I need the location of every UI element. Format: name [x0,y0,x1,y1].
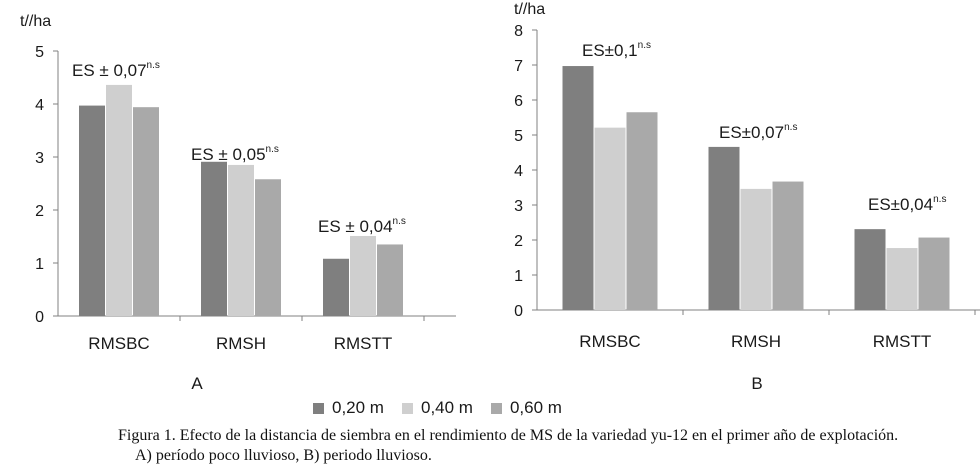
chart-b-bar-rmsh-3 [772,181,804,310]
chart-a-y-tick-label: 2 [35,203,44,220]
chart-a-panel-label: A [191,374,203,393]
chart-b-annotation: ES±0,04n.s [868,194,946,214]
legend-label-020: 0,20 m [332,398,384,417]
legend-swatch-040 [401,402,413,414]
chart-a-annotation: ES ± 0,07n.s [72,60,160,80]
chart-a-y-tick-label: 5 [35,44,44,61]
chart-a-bar-rmsbc-2 [106,84,132,316]
legend-item-060: 0,60 m [490,398,562,418]
legend-item-020: 0,20 m [313,398,384,418]
chart-a-bar-rmsh-3 [255,179,281,316]
chart-b-bar-rmsh-2 [740,188,772,310]
chart-b-category-label: RMSTT [873,332,932,351]
chart-b-unit-label: t//ha [514,1,545,18]
figure-charts: t//ha 0 1 2 3 4 5 RMSBC RMSH RMSTT ES ± 0,07n.s ES … [20,1,980,393]
chart-a-bar-rmstt-2 [350,235,376,316]
chart-a-bar-rmstt-1 [323,258,349,316]
chart-a-category-label: RMSTT [334,334,393,353]
chart-b-bar-rmstt-1 [854,229,886,310]
chart-a-bar-rmsbc-1 [79,105,105,316]
chart-b-annotation: ES±0,07n.s [719,122,797,142]
chart-b-bar-rmsbc-1 [562,66,594,310]
chart-a-bar-rmsh-1 [201,161,227,316]
chart-a-y-tick-label: 4 [35,97,44,114]
caption-line-2: A) período poco lluvioso, B) periodo llu… [135,447,432,464]
chart-b-annotation: ES±0,1n.s [582,40,651,60]
chart-b-panel-label: B [751,374,762,393]
chart-b-y-tick-label: 8 [514,23,523,40]
chart-a-category-label: RMSH [216,334,266,353]
chart-a-y-tick-label: 3 [35,150,44,167]
chart-a-y-tick-label: 0 [35,309,44,326]
chart-a-annotation: ES ± 0,04n.s [318,216,406,236]
legend-swatch-060 [490,402,502,414]
chart-a-unit-label: t//ha [20,13,51,30]
chart-b-y-tick-label: 7 [514,58,523,75]
chart-a-bar-rmstt-3 [377,244,403,316]
chart-a-category-label: RMSBC [88,334,149,353]
legend: 0,20 m 0,40 m 0,60 m [0,398,980,422]
chart-b-bar-rmsh-1 [708,146,740,310]
chart-b-y-tick-label: 4 [514,163,523,180]
chart-b-y-tick-label: 3 [514,198,523,215]
caption-line-1: Figura 1. Efecto de la distancia de siem… [118,427,899,444]
chart-b-category-label: RMSH [731,332,781,351]
legend-item-040: 0,40 m [401,398,473,418]
chart-b-y-tick-label: 1 [514,268,523,285]
chart-a-y-tick-label: 1 [35,256,44,273]
legend-label-060: 0,60 m [509,398,562,417]
chart-b-y-tick-label: 2 [514,233,523,250]
chart-b-bar-rmstt-3 [918,237,950,310]
chart-b-bar-rmsbc-3 [626,112,658,310]
legend-label-040: 0,40 m [420,398,473,417]
chart-b-y-tick-label: 6 [514,93,523,110]
chart-b-bar-rmstt-2 [886,248,918,310]
chart-a-bar-rmsbc-3 [133,107,159,317]
figure-caption: Figura 1. Efecto de la distancia de siem… [118,426,978,466]
chart-a-bar-rmsh-2 [228,164,254,316]
chart-b-y-tick-label: 0 [514,303,523,320]
chart-b-bar-rmsbc-2 [594,127,626,311]
chart-b-y-tick-label: 5 [514,128,523,145]
legend-swatch-020 [313,402,324,414]
chart-a-annotation: ES ± 0,05n.s [191,144,279,164]
chart-b-category-label: RMSBC [579,332,640,351]
